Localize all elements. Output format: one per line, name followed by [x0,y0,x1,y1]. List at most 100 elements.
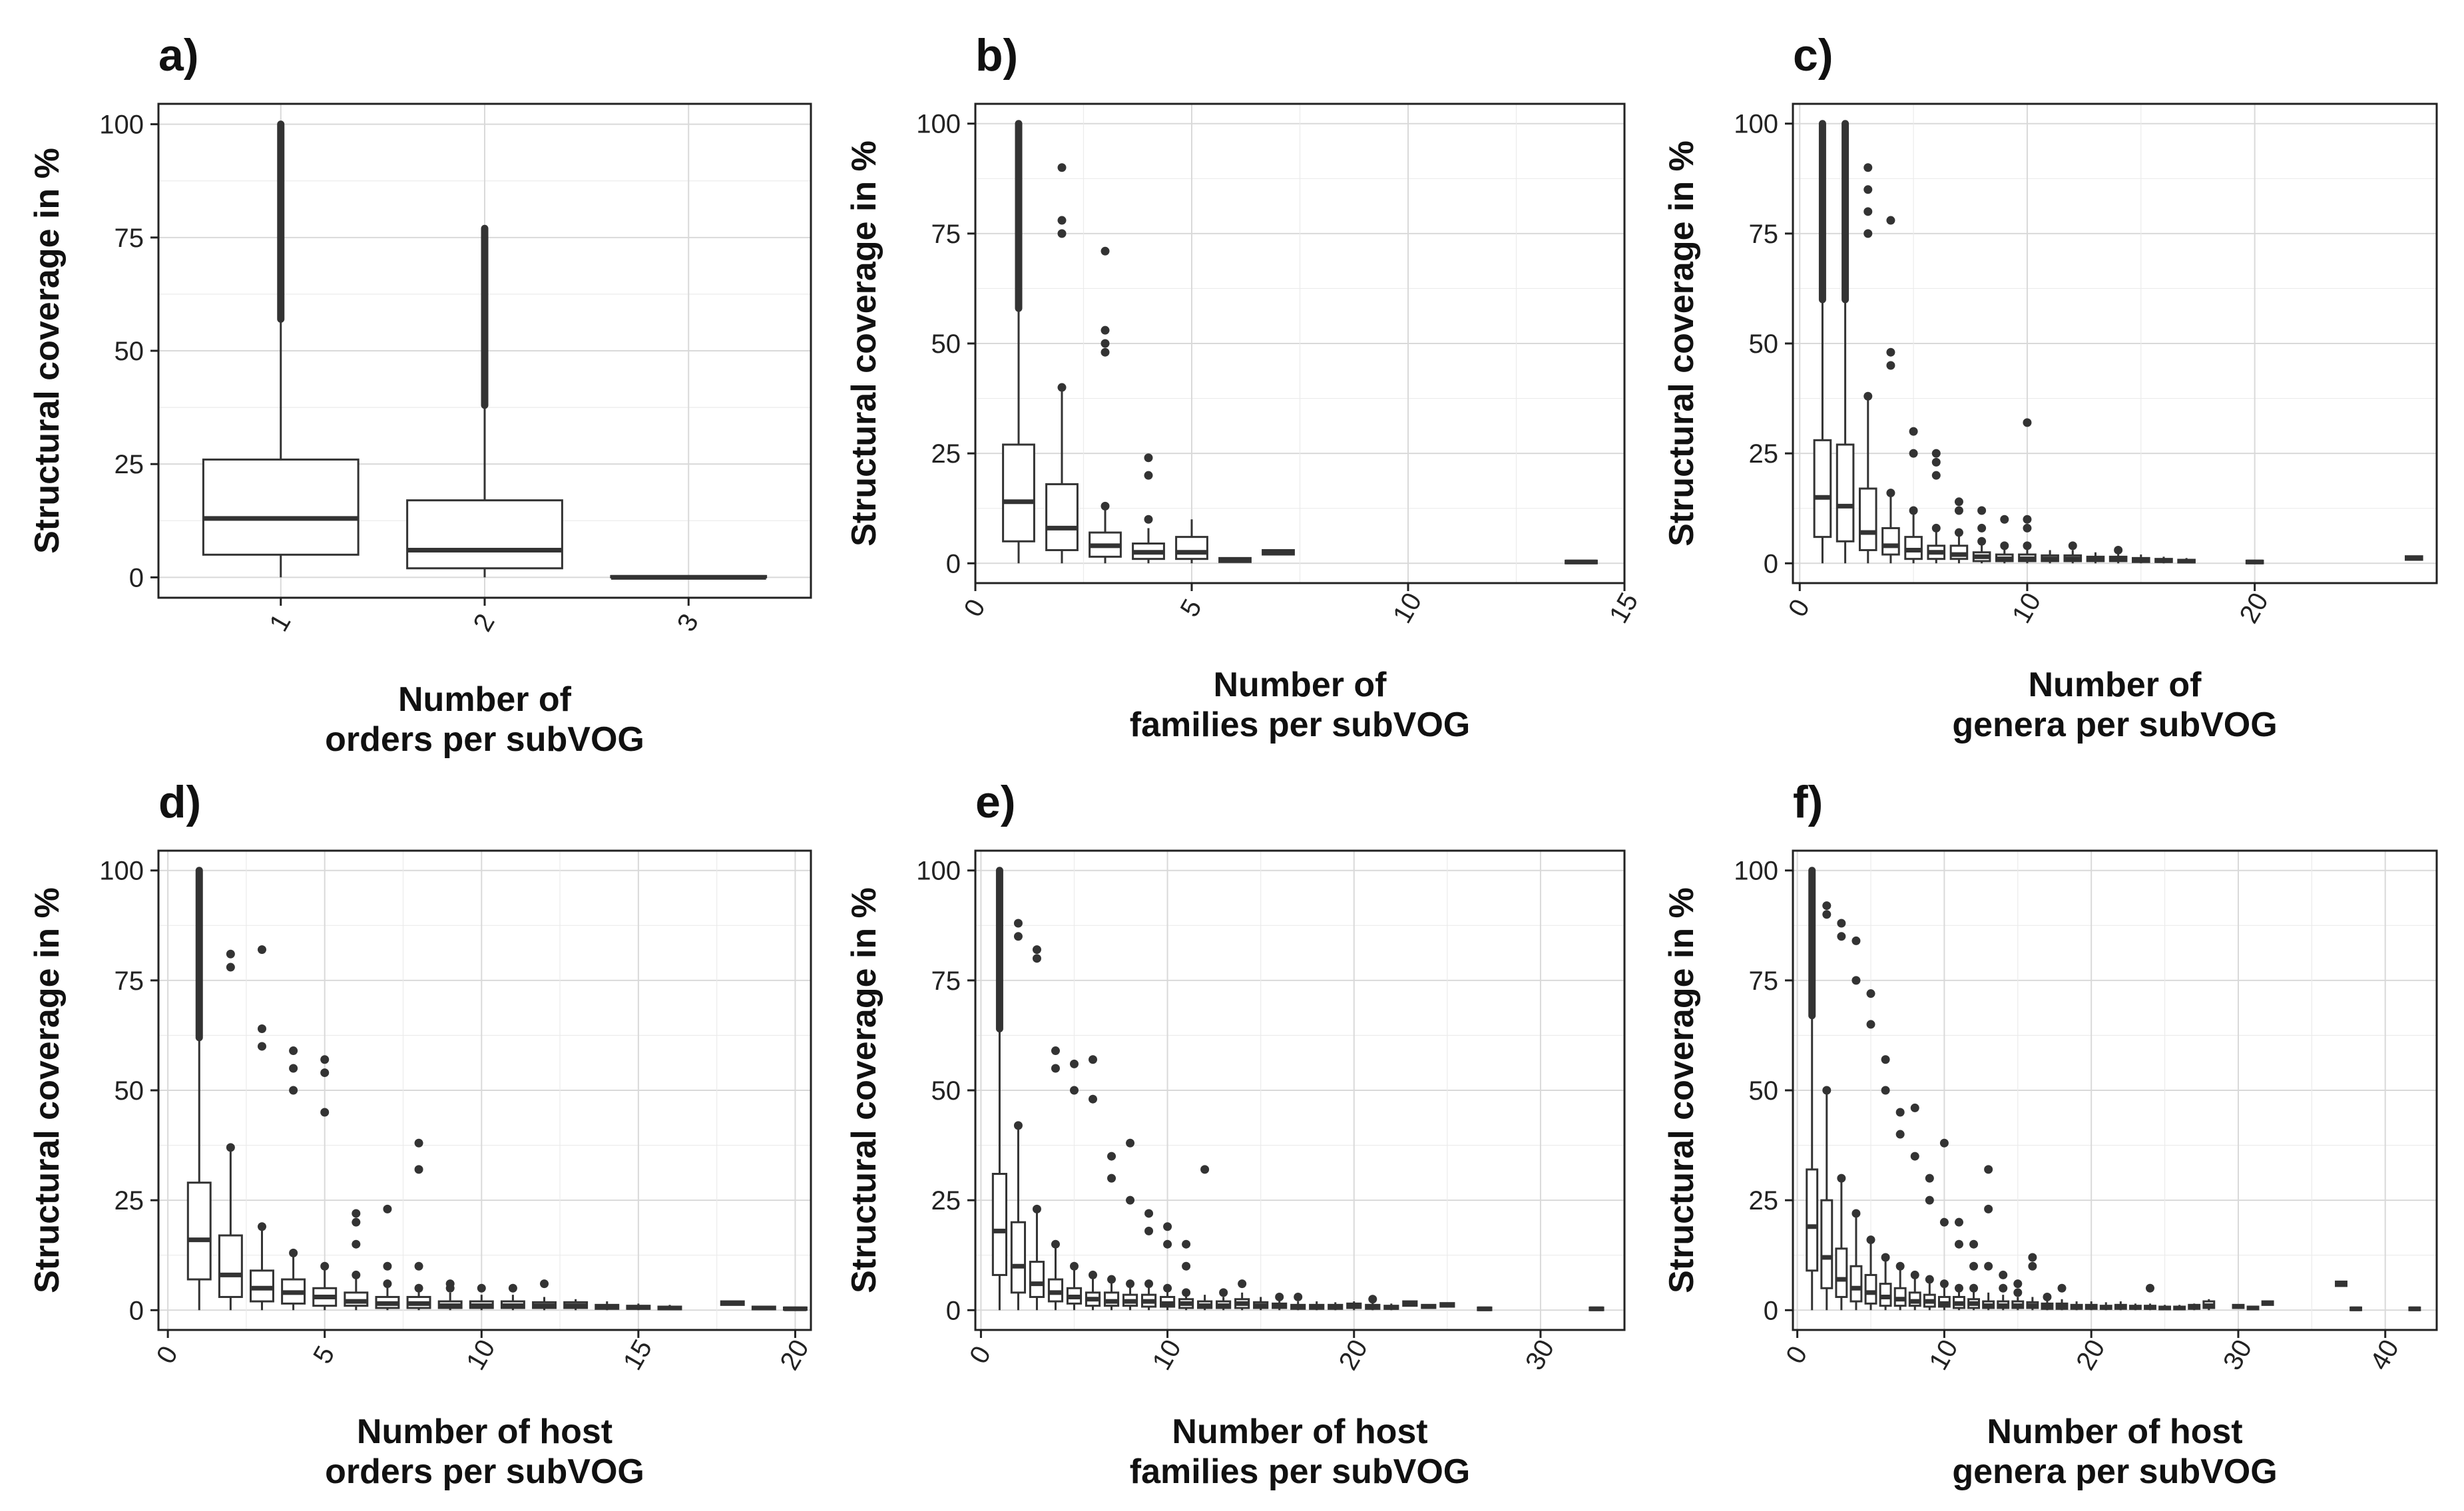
x-axis-title-line: Number of host [1987,1412,2242,1451]
box-x-8 [406,1138,431,1311]
y-axis: 0 25 50 75 100 [916,110,975,578]
y-axis: 0 25 50 75 100 [99,110,158,592]
x-axis-title-line: genera per subVOG [1952,1452,2277,1491]
box-iqr [1010,1221,1027,1294]
box-x-12 [2063,541,2083,564]
box-x-13 [1216,1288,1232,1311]
x-axis-title-line: Number of [398,680,572,719]
box-iqr [1881,527,1900,556]
y-axis-title: Structural coverage in % [1662,887,1701,1293]
box-x-16 [2026,1253,2039,1311]
outlier-point [1294,1292,1303,1301]
outlier-point [1069,1086,1079,1095]
box-x-37 [2335,1280,2347,1287]
box-x-10 [469,1283,494,1311]
box-x-24 [2144,1283,2156,1311]
y-axis-title: Structural coverage in % [1662,140,1701,546]
outlier-point [414,1165,423,1174]
boxes [1806,867,2421,1311]
y-axis: 0 25 50 75 100 [1734,110,1793,578]
outlier-point [477,1283,486,1293]
outlier-point [1837,919,1846,928]
outlier-point [1999,1270,2008,1279]
box-iqr [1813,439,1832,539]
box-x-4 [1849,936,1863,1311]
outlier-point [2114,545,2123,554]
x-tick-label: 20 [2234,588,2274,628]
outlier-point [1909,449,1918,458]
y-tick-label: 75 [115,224,144,253]
outlier-point [1101,347,1110,357]
grid [1793,851,2437,1330]
outlier-point [2028,1261,2037,1271]
y-axis-title: Structural coverage in % [845,140,883,546]
outlier-point [1881,1086,1890,1095]
box-x-19 [1328,1302,1344,1311]
outlier-point [2068,541,2077,550]
outlier-point [1969,1239,1979,1249]
y-tick-label: 100 [99,110,144,140]
outlier-point [352,1209,361,1218]
x-axis: 0 10 20 30 [964,1330,1560,1375]
box-x-5 [1175,519,1208,564]
panel-letter: d) [158,777,201,827]
outlier-point [414,1138,423,1148]
outlier-point [1851,976,1861,985]
box-x-2 [1836,120,1855,564]
y-axis: 0 25 50 75 100 [99,857,158,1325]
box-x-14 [1565,559,1598,564]
box-x-14 [1234,1279,1250,1311]
box-x-30 [2232,1303,2245,1309]
outlier-point [383,1261,392,1271]
x-tick-label: 5 [308,1341,340,1369]
outlier-point [1182,1239,1191,1249]
box-x-27 [2405,555,2423,561]
box-x-11 [2041,550,2059,564]
y-tick-label: 0 [1764,549,1778,578]
y-tick-label: 0 [946,549,961,578]
outlier-point [1954,1217,1963,1227]
y-tick-label: 75 [931,220,961,249]
boxes [991,867,1604,1311]
outlier-point [1984,1165,1993,1174]
box-x-8 [1122,1138,1138,1311]
box-x-22 [2114,1301,2127,1311]
x-tick-label: 10 [1387,588,1427,628]
box-x-8 [1908,1103,1921,1311]
x-tick-label: 20 [774,1335,814,1375]
box-x-14 [595,1301,620,1311]
y-tick-label: 0 [946,1296,961,1325]
outlier-point [1954,506,1963,515]
box-x-18 [720,1300,745,1306]
box-x-42 [2408,1306,2421,1311]
box-x-18 [1309,1301,1325,1311]
y-tick-label: 50 [1749,329,1779,359]
box-x-10 [1159,1222,1176,1311]
box-x-2 [1045,163,1079,564]
outlier-point [1910,1152,1919,1161]
outlier-point [289,1046,298,1056]
outlier-point [289,1086,298,1095]
x-tick-label: 20 [2071,1335,2110,1375]
box-x-12 [1967,1239,1981,1311]
box-x-20 [1346,1301,1362,1311]
box-x-15 [1253,1297,1269,1311]
x-tick-label: 10 [1923,1335,1963,1375]
box-x-9 [1140,1209,1157,1311]
box-x-3 [1029,945,1045,1311]
box-x-11 [1953,1217,1965,1311]
outlier-point [1984,1204,1993,1213]
grid [1793,104,2437,583]
box-iqr [1864,1273,1877,1305]
box-iqr [406,499,563,570]
outlier-point [1886,216,1895,225]
outlier-point [1126,1138,1135,1148]
outlier-point [1107,1152,1116,1161]
x-tick-label: 0 [959,594,991,622]
x-axis-title-line: Number of [1214,666,1387,704]
outlier-point [1866,989,1875,998]
box-x-3 [1089,246,1122,564]
box-x-6 [344,1209,369,1311]
x-axis-title-line: genera per subVOG [1952,706,2277,744]
box-x-13 [1982,1165,1995,1311]
